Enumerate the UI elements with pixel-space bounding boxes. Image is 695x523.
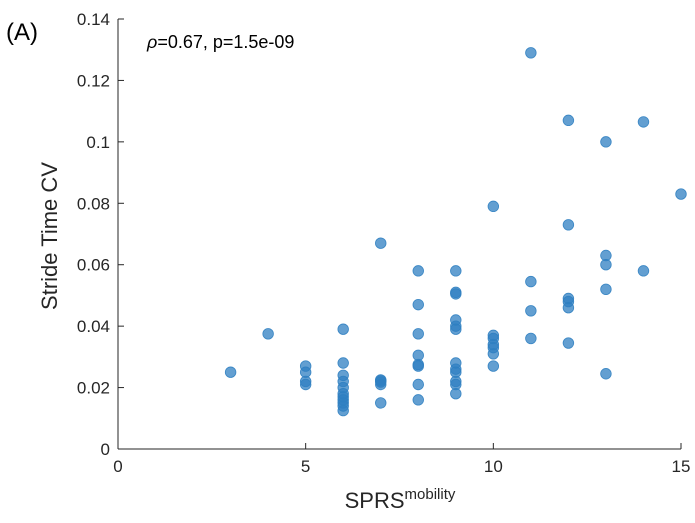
data-point bbox=[337, 323, 349, 335]
y-tick-label: 0.02 bbox=[77, 379, 110, 398]
data-point bbox=[375, 378, 387, 391]
axes: 0 5 10 15 0 0.02 0.04 0.06 0.08 0.1 0.12 0.14 bbox=[77, 10, 691, 476]
y-tick-label: 0.08 bbox=[77, 194, 110, 213]
y-tick-label: 0.06 bbox=[77, 256, 110, 275]
x-axis-label: SPRSmobility bbox=[345, 486, 456, 513]
data-point bbox=[450, 388, 462, 400]
data-point bbox=[637, 265, 650, 277]
data-point bbox=[525, 275, 537, 288]
data-point bbox=[562, 302, 575, 314]
x-tick-label: 10 bbox=[484, 457, 503, 476]
data-point bbox=[450, 288, 462, 300]
data-point bbox=[600, 283, 612, 295]
data-point bbox=[262, 328, 274, 340]
data-point bbox=[637, 116, 650, 128]
data-point bbox=[525, 47, 537, 59]
data-point bbox=[525, 332, 537, 345]
rho-symbol: ρ bbox=[146, 32, 157, 52]
data-point bbox=[450, 265, 462, 277]
data-point bbox=[600, 368, 612, 380]
data-point bbox=[224, 366, 237, 378]
data-point bbox=[375, 397, 387, 409]
data-point bbox=[412, 265, 424, 277]
data-point bbox=[337, 357, 349, 369]
x-axis-label-main: SPRS bbox=[345, 488, 405, 513]
y-axis-label: Stride Time CV bbox=[37, 162, 62, 310]
x-tick-label: 15 bbox=[672, 457, 691, 476]
data-point bbox=[600, 259, 612, 271]
data-point bbox=[487, 348, 500, 360]
y-tick-label: 0.12 bbox=[77, 71, 110, 90]
data-point bbox=[412, 394, 424, 406]
data-point bbox=[412, 378, 424, 391]
data-point bbox=[600, 136, 612, 148]
data-point bbox=[337, 404, 349, 417]
data-point bbox=[487, 360, 500, 372]
data-point bbox=[450, 323, 462, 335]
data-point bbox=[487, 200, 500, 213]
y-tick-label: 0.04 bbox=[77, 317, 110, 336]
data-point bbox=[562, 337, 575, 349]
data-point bbox=[412, 298, 424, 311]
y-tick-label: 0.14 bbox=[77, 10, 110, 29]
correlation-annotation: ρ=0.67, p=1.5e-09 bbox=[146, 32, 294, 52]
data-point bbox=[299, 378, 312, 391]
data-point bbox=[562, 114, 575, 127]
y-tick-label: 0.1 bbox=[86, 133, 110, 152]
y-tick-label: 0 bbox=[101, 440, 110, 459]
correlation-text: =0.67, p=1.5e-09 bbox=[157, 32, 294, 52]
data-point bbox=[675, 188, 687, 200]
data-point bbox=[412, 328, 424, 340]
data-point bbox=[525, 305, 537, 317]
data-points bbox=[224, 47, 687, 417]
x-tick-label: 5 bbox=[301, 457, 310, 476]
data-point bbox=[375, 237, 387, 249]
data-point bbox=[412, 360, 424, 372]
x-tick-label: 0 bbox=[113, 457, 122, 476]
data-point bbox=[562, 219, 575, 231]
panel-label: (A) bbox=[6, 19, 38, 46]
x-axis-label-superscript: mobility bbox=[405, 486, 456, 503]
